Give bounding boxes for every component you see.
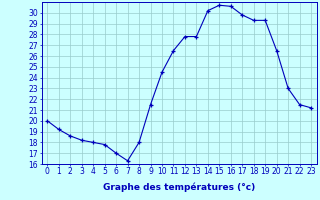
X-axis label: Graphe des températures (°c): Graphe des températures (°c) — [103, 182, 255, 192]
